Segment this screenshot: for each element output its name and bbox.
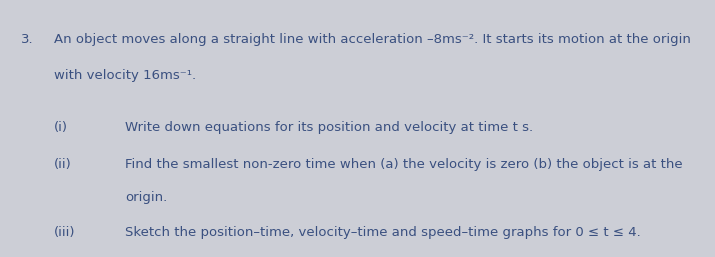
Text: Sketch the position–time, velocity–time and speed–time graphs for 0 ≤ t ≤ 4.: Sketch the position–time, velocity–time …	[125, 226, 641, 239]
Text: with velocity 16ms⁻¹.: with velocity 16ms⁻¹.	[54, 69, 196, 82]
Text: Find the smallest non-zero time when (a) the velocity is zero (b) the object is : Find the smallest non-zero time when (a)…	[125, 158, 683, 171]
Text: Write down equations for its position and velocity at time t s.: Write down equations for its position an…	[125, 121, 533, 134]
Text: 3.: 3.	[21, 33, 34, 47]
Text: An object moves along a straight line with acceleration –8ms⁻². It starts its mo: An object moves along a straight line wi…	[54, 33, 691, 47]
Text: (iii): (iii)	[54, 226, 75, 239]
Text: (ii): (ii)	[54, 158, 72, 171]
Text: (i): (i)	[54, 121, 68, 134]
Text: origin.: origin.	[125, 191, 167, 205]
